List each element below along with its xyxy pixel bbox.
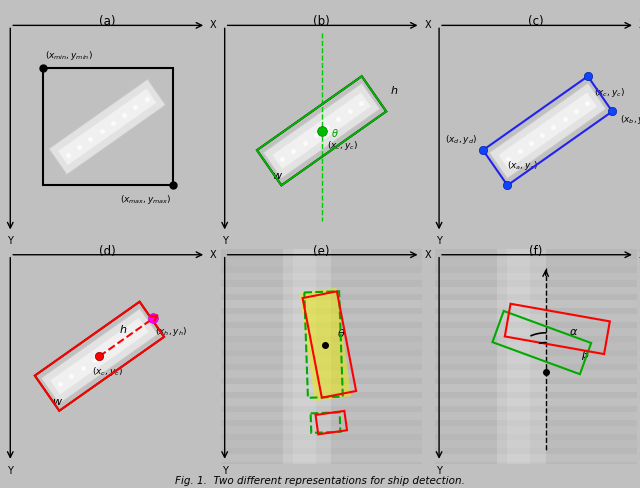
Bar — [221, 273, 434, 281]
Bar — [221, 328, 434, 336]
Bar — [44, 68, 173, 185]
Bar — [221, 412, 434, 420]
Polygon shape — [264, 83, 380, 178]
Polygon shape — [42, 309, 157, 404]
Polygon shape — [490, 83, 605, 178]
Bar — [435, 384, 640, 392]
Text: X: X — [424, 250, 431, 260]
Polygon shape — [51, 318, 148, 394]
Polygon shape — [58, 89, 156, 165]
Text: (f): (f) — [529, 244, 543, 258]
Bar — [435, 454, 640, 462]
Polygon shape — [273, 93, 371, 169]
Text: $w$: $w$ — [272, 171, 283, 182]
Bar — [221, 384, 434, 392]
Bar — [221, 356, 434, 364]
Bar — [435, 398, 640, 406]
Bar — [221, 370, 434, 378]
Bar — [221, 286, 434, 294]
Bar — [435, 259, 640, 266]
Bar — [221, 426, 434, 434]
Text: $(x_{max},y_{max})$: $(x_{max},y_{max})$ — [120, 193, 171, 206]
Text: $(x_c,y_c)$: $(x_c,y_c)$ — [328, 140, 358, 152]
Text: $(x_a,y_a)$: $(x_a,y_a)$ — [508, 159, 539, 172]
Bar — [221, 342, 434, 350]
Bar — [221, 454, 434, 462]
Bar — [435, 342, 640, 350]
Bar — [292, 249, 316, 473]
Text: Y: Y — [221, 466, 228, 475]
Bar — [435, 273, 640, 281]
Text: $(x_d,y_d)$: $(x_d,y_d)$ — [445, 133, 477, 146]
Text: (b): (b) — [313, 15, 330, 28]
Bar — [435, 426, 640, 434]
Text: Y: Y — [7, 236, 13, 246]
Text: $h$: $h$ — [119, 323, 127, 335]
Bar — [221, 314, 434, 322]
Text: X: X — [639, 20, 640, 30]
Bar — [507, 249, 530, 473]
Bar — [221, 440, 434, 447]
Text: $\theta$: $\theta$ — [337, 327, 346, 339]
Bar — [435, 328, 640, 336]
Bar — [435, 314, 640, 322]
Text: $\beta$: $\beta$ — [580, 348, 589, 362]
Text: $w$: $w$ — [52, 397, 63, 407]
Text: X: X — [639, 250, 640, 260]
Bar — [221, 301, 434, 308]
Bar — [497, 249, 546, 473]
Text: $h$: $h$ — [390, 84, 399, 96]
Text: $(x_b,y_b)$: $(x_b,y_b)$ — [620, 113, 640, 126]
Text: X: X — [210, 20, 216, 30]
Text: X: X — [424, 20, 431, 30]
Text: (a): (a) — [99, 15, 115, 28]
Bar — [435, 412, 640, 420]
Text: Fig. 1.  Two different representations for ship detection.: Fig. 1. Two different representations fo… — [175, 476, 465, 486]
Bar — [435, 286, 640, 294]
Text: $(x_{min},y_{min})$: $(x_{min},y_{min})$ — [45, 49, 93, 62]
Text: Y: Y — [221, 236, 228, 246]
Polygon shape — [300, 288, 351, 401]
Polygon shape — [49, 80, 165, 174]
Bar — [435, 356, 640, 364]
Polygon shape — [499, 93, 597, 169]
Text: $(x_c,y_c)$: $(x_c,y_c)$ — [594, 86, 625, 99]
Bar — [221, 398, 434, 406]
Bar — [221, 259, 434, 266]
Text: Y: Y — [436, 236, 442, 246]
Text: $(x_h,y_h)$: $(x_h,y_h)$ — [156, 325, 188, 338]
Bar — [435, 440, 640, 447]
Text: (c): (c) — [528, 15, 544, 28]
Bar — [435, 370, 640, 378]
Text: Y: Y — [7, 466, 13, 475]
Text: $\alpha$: $\alpha$ — [569, 327, 578, 337]
Text: $(x_c,y_c)$: $(x_c,y_c)$ — [92, 365, 123, 378]
Bar — [283, 249, 332, 473]
Text: $\theta$: $\theta$ — [332, 127, 339, 139]
Text: (d): (d) — [99, 244, 116, 258]
Text: (e): (e) — [314, 244, 330, 258]
Bar — [435, 301, 640, 308]
Text: X: X — [210, 250, 216, 260]
Text: Y: Y — [436, 466, 442, 475]
